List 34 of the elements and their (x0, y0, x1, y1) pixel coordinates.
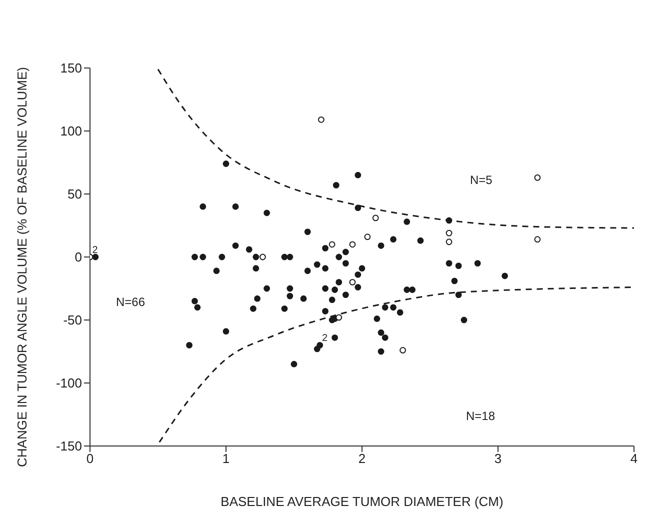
point (364, 234, 371, 240)
line-series (158, 286, 634, 443)
y-tick-label: 50 (68, 186, 82, 202)
point (534, 174, 541, 181)
x-tick-label: 3 (494, 451, 502, 466)
point (446, 238, 452, 246)
point (260, 254, 266, 260)
y-tick-label: 100 (60, 124, 82, 139)
point (349, 241, 356, 248)
point (446, 230, 452, 236)
point (372, 214, 379, 222)
y-tick-label: -100 (56, 376, 82, 391)
point (349, 279, 356, 286)
point (336, 314, 342, 321)
point (318, 116, 324, 123)
x-tick-label: 4 (630, 451, 638, 466)
annotation: N=66 (116, 295, 146, 309)
line-series (157, 68, 634, 229)
y-tick-label: -150 (56, 438, 82, 454)
y-tick-label: -50 (63, 312, 82, 328)
x-tick-label: 0 (86, 451, 94, 466)
x-axis-title: BASELINE AVERAGE TUMOR DIAMETER (CM) (220, 494, 504, 509)
point (328, 241, 336, 248)
y-tick-label: 0 (74, 250, 82, 265)
point (534, 236, 541, 243)
y-tick-label: 150 (60, 60, 82, 76)
annotation: N=5 (470, 173, 492, 187)
x-tick-label: 2 (358, 451, 366, 466)
x-tick-label: 1 (222, 451, 230, 466)
y-axis-title: CHANGE IN TUMOR ANGLE VOLUME (% OF BASELINE VOLUME) (14, 67, 30, 467)
point (400, 347, 406, 354)
annotation: 2 (322, 333, 328, 344)
annotation: 2 (92, 245, 98, 256)
annotation: N=18 (466, 409, 496, 423)
